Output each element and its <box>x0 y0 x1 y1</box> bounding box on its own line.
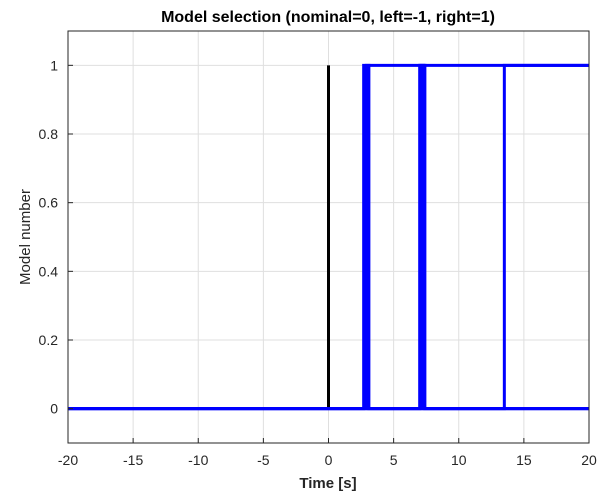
y-tick-label: 0.4 <box>39 263 59 279</box>
chart-title: Model selection (nominal=0, left=-1, rig… <box>161 9 495 26</box>
y-axis-label: Model number <box>17 189 34 285</box>
x-tick-label: 5 <box>390 452 398 468</box>
x-tick-label: -15 <box>123 452 143 468</box>
series-line-6 <box>364 63 589 409</box>
y-tick-label: 1 <box>50 57 58 73</box>
y-tick-label: 0.2 <box>39 332 59 348</box>
ticks: -20 -15 -10 -5 0 5 10 15 20 0 0.2 0.4 0.6 0.8 1 <box>39 57 597 468</box>
x-tick-label: 10 <box>451 452 467 468</box>
y-tick-label: 0.8 <box>39 126 59 142</box>
x-axis-label: Time [s] <box>299 475 356 492</box>
y-tick-label: 0.6 <box>39 195 59 211</box>
series-layer <box>68 63 589 411</box>
x-tick-label: 15 <box>516 452 532 468</box>
y-tick-label: 0 <box>50 401 58 417</box>
x-tick-label: 0 <box>325 452 333 468</box>
x-tick-label: 20 <box>581 452 597 468</box>
x-tick-label: -10 <box>188 452 208 468</box>
x-tick-label: -5 <box>257 452 270 468</box>
x-tick-label: -20 <box>58 452 78 468</box>
